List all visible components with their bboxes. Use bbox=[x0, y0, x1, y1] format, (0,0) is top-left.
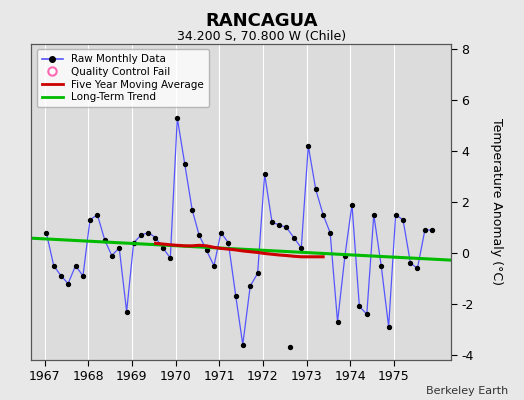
Point bbox=[399, 217, 407, 223]
Point bbox=[421, 227, 429, 233]
Point bbox=[188, 206, 196, 213]
Point bbox=[275, 222, 283, 228]
Point bbox=[290, 234, 298, 241]
Text: RANCAGUA: RANCAGUA bbox=[206, 12, 318, 30]
Point bbox=[428, 227, 436, 233]
Point bbox=[202, 247, 211, 254]
Point bbox=[319, 212, 328, 218]
Point bbox=[101, 237, 109, 244]
Point bbox=[42, 229, 50, 236]
Point bbox=[348, 201, 356, 208]
Text: 34.200 S, 70.800 W (Chile): 34.200 S, 70.800 W (Chile) bbox=[178, 30, 346, 43]
Point bbox=[173, 115, 181, 121]
Point bbox=[260, 171, 269, 177]
Point bbox=[107, 252, 116, 259]
Point bbox=[50, 262, 58, 269]
Point bbox=[312, 186, 320, 192]
Point bbox=[129, 240, 138, 246]
Point bbox=[286, 344, 294, 350]
Point bbox=[64, 280, 72, 287]
Point bbox=[238, 342, 247, 348]
Point bbox=[86, 217, 94, 223]
Point bbox=[93, 212, 102, 218]
Point bbox=[363, 311, 371, 317]
Point bbox=[282, 224, 291, 231]
Point bbox=[71, 262, 80, 269]
Point bbox=[268, 219, 276, 226]
Point bbox=[144, 229, 152, 236]
Point bbox=[217, 229, 225, 236]
Point bbox=[391, 212, 400, 218]
Point bbox=[326, 229, 334, 236]
Point bbox=[297, 245, 305, 251]
Point bbox=[195, 232, 203, 238]
Text: Berkeley Earth: Berkeley Earth bbox=[426, 386, 508, 396]
Point bbox=[333, 318, 342, 325]
Point bbox=[246, 283, 255, 289]
Point bbox=[210, 262, 218, 269]
Point bbox=[355, 303, 364, 310]
Point bbox=[137, 232, 145, 238]
Point bbox=[159, 245, 167, 251]
Point bbox=[232, 293, 240, 300]
Point bbox=[123, 308, 131, 315]
Point bbox=[304, 143, 312, 149]
Point bbox=[115, 245, 124, 251]
Point bbox=[224, 240, 233, 246]
Y-axis label: Temperature Anomaly (°C): Temperature Anomaly (°C) bbox=[490, 118, 503, 286]
Point bbox=[385, 324, 393, 330]
Point bbox=[369, 212, 378, 218]
Legend: Raw Monthly Data, Quality Control Fail, Five Year Moving Average, Long-Term Tren: Raw Monthly Data, Quality Control Fail, … bbox=[37, 49, 209, 108]
Point bbox=[181, 160, 189, 167]
Point bbox=[166, 255, 174, 261]
Point bbox=[151, 234, 160, 241]
Point bbox=[57, 273, 66, 279]
Point bbox=[413, 265, 422, 272]
Point bbox=[341, 252, 349, 259]
Point bbox=[79, 273, 87, 279]
Point bbox=[406, 260, 414, 266]
Point bbox=[254, 270, 262, 276]
Point bbox=[377, 262, 386, 269]
